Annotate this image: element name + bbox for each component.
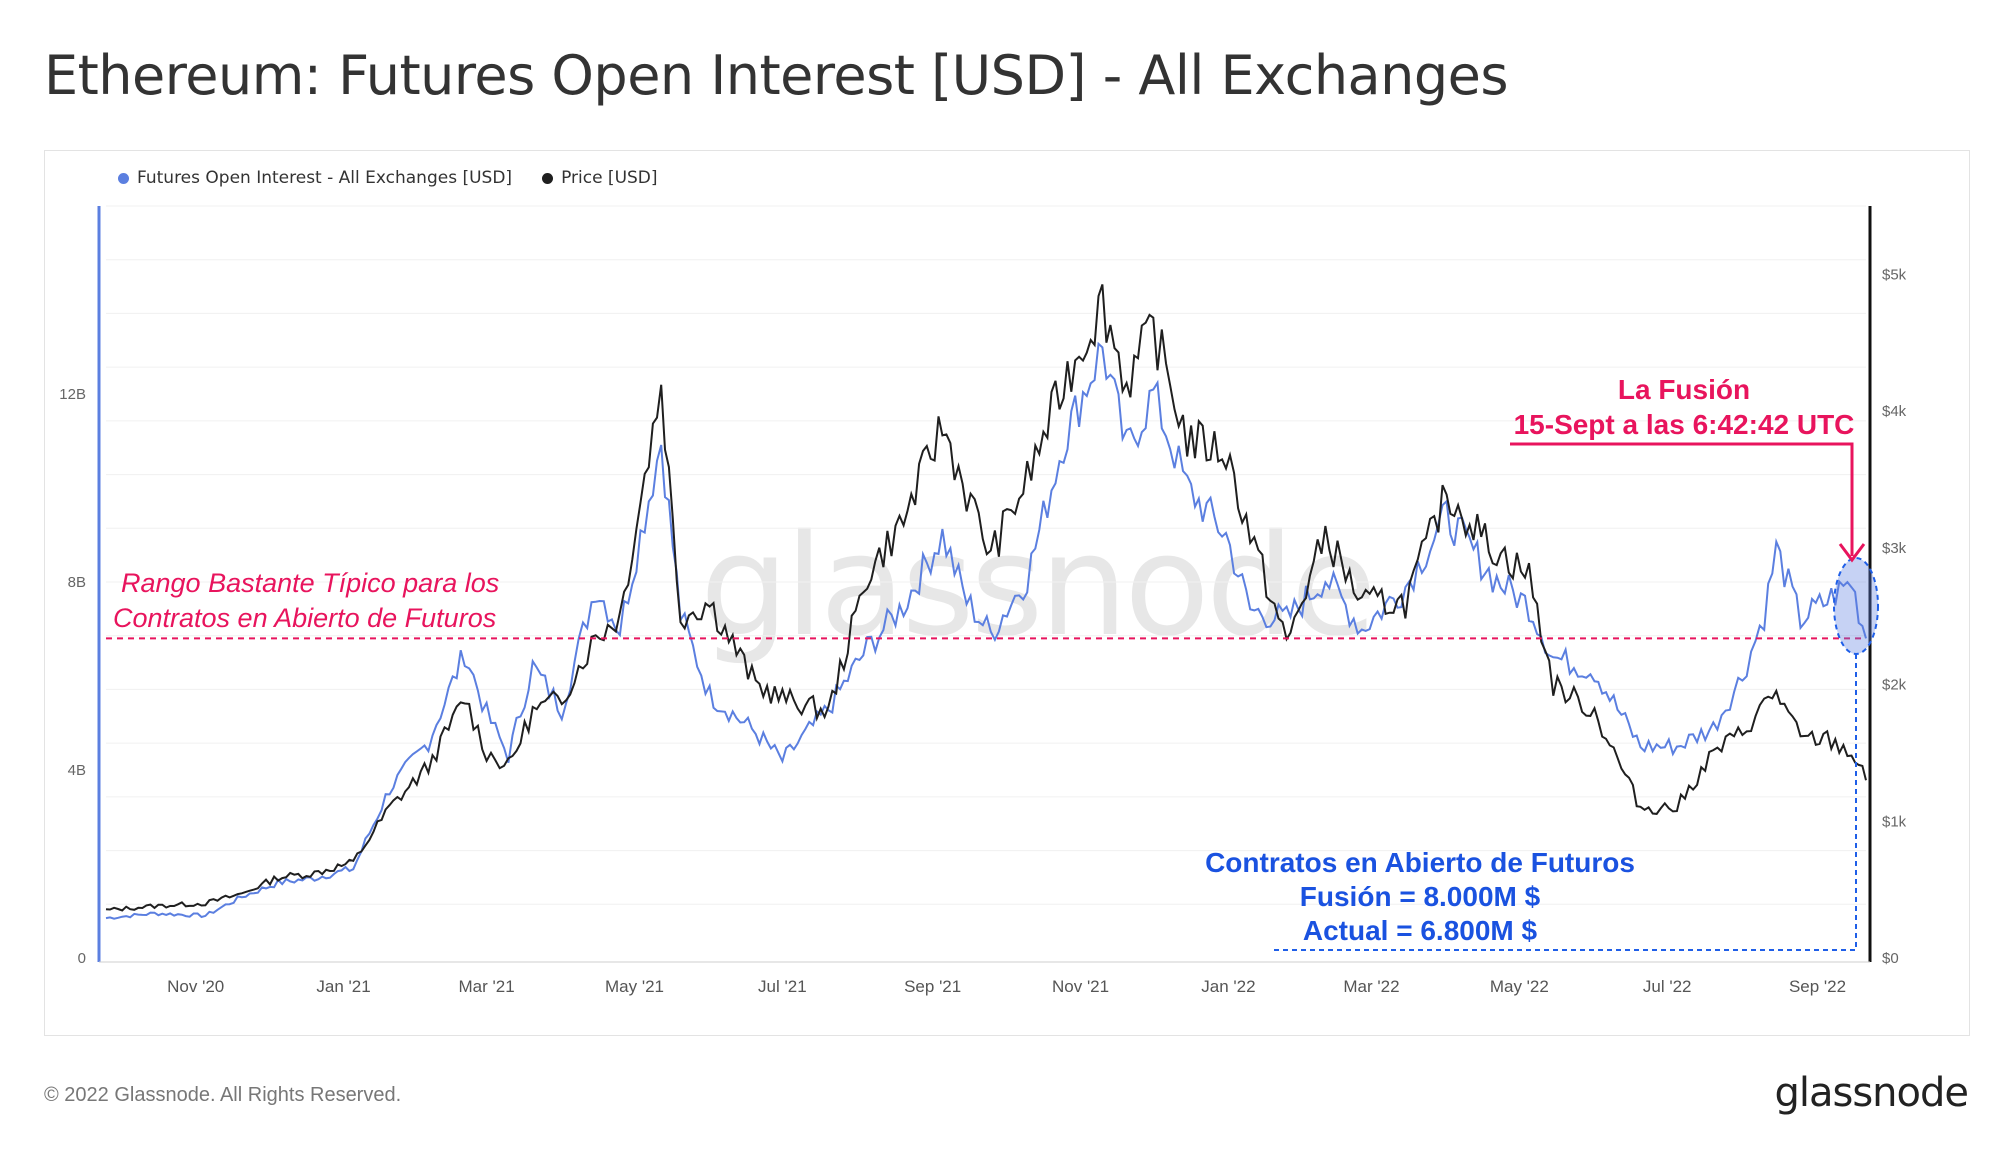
y-left-tick-label: 8B: [68, 574, 86, 591]
x-tick-label: Jan '21: [316, 977, 370, 996]
merge-label-line-2: 15-Sept a las 6:42:42 UTC: [1514, 409, 1855, 440]
y-right-ticks: $0 $1k $2k $3k $4k $5k: [1882, 266, 1907, 967]
open-interest-bracket: [1270, 654, 1857, 951]
x-tick-label: Jul '22: [1643, 977, 1692, 996]
oi-label-line-3: Actual = 6.800M $: [1303, 915, 1538, 946]
merge-highlight-ellipse: [1833, 557, 1879, 655]
y-right-tick-label: $4k: [1882, 403, 1907, 420]
y-right-tick-label: $3k: [1882, 540, 1907, 557]
glassnode-logo[interactable]: glassnode: [1774, 1070, 1969, 1116]
x-tick-label: Nov '21: [1052, 977, 1109, 996]
x-tick-label: Jan '22: [1201, 977, 1255, 996]
y-right-tick-label: $5k: [1882, 266, 1907, 283]
y-left-tick-label: 4B: [68, 762, 86, 779]
y-left-tick-label: 12B: [59, 386, 86, 403]
legend-label-open-interest: Futures Open Interest - All Exchanges [U…: [137, 168, 513, 188]
range-label-line-2: Contratos en Abierto de Futuros: [113, 603, 496, 633]
grid-lines: [106, 205, 1866, 905]
x-tick-label: Mar '22: [1343, 977, 1399, 996]
price-line: [105, 284, 1867, 912]
chart-panel: [44, 150, 1970, 1036]
oi-label-line-1: Contratos en Abierto de Futuros: [1205, 847, 1635, 878]
x-tick-label: Sep '22: [1789, 977, 1846, 996]
y-left-ticks: 0 4B 8B 12B: [59, 386, 86, 967]
legend-item-price[interactable]: Price [USD]: [542, 168, 658, 188]
x-tick-label: May '22: [1490, 977, 1549, 996]
legend-dot-price: [542, 172, 554, 184]
page-title: Ethereum: Futures Open Interest [USD] - …: [44, 44, 1509, 107]
x-tick-label: May '21: [605, 977, 664, 996]
x-tick-label: Nov '20: [167, 977, 224, 996]
chart-legend: Futures Open Interest - All Exchanges [U…: [118, 168, 658, 188]
legend-dot-open-interest: [118, 172, 129, 184]
x-tick-label: Mar '21: [459, 977, 515, 996]
x-tick-label: Sep '21: [904, 977, 961, 996]
y-right-tick-label: $2k: [1882, 677, 1907, 694]
copyright-footer: © 2022 Glassnode. All Rights Reserved.: [44, 1084, 402, 1106]
open-interest-line: [105, 341, 1867, 920]
range-label-line-1: Rango Bastante Típico para los: [121, 568, 499, 598]
x-tick-label: Jul '21: [758, 977, 807, 996]
x-axis-ticks: Nov '20 Jan '21 Mar '21 May '21 Jul '21 Sep '…: [167, 977, 1846, 996]
legend-label-price: Price [USD]: [561, 168, 658, 188]
merge-arrowhead: [1838, 543, 1866, 563]
y-right-tick-label: $0: [1882, 950, 1899, 967]
y-right-tick-label: $1k: [1882, 813, 1907, 830]
merge-arrow: [1510, 442, 1854, 556]
legend-item-open-interest[interactable]: Futures Open Interest - All Exchanges [U…: [118, 168, 512, 188]
y-left-tick-label: 0: [78, 950, 86, 967]
oi-label-line-2: Fusión = 8.000M $: [1300, 881, 1541, 912]
merge-label-line-1: La Fusión: [1618, 374, 1750, 405]
